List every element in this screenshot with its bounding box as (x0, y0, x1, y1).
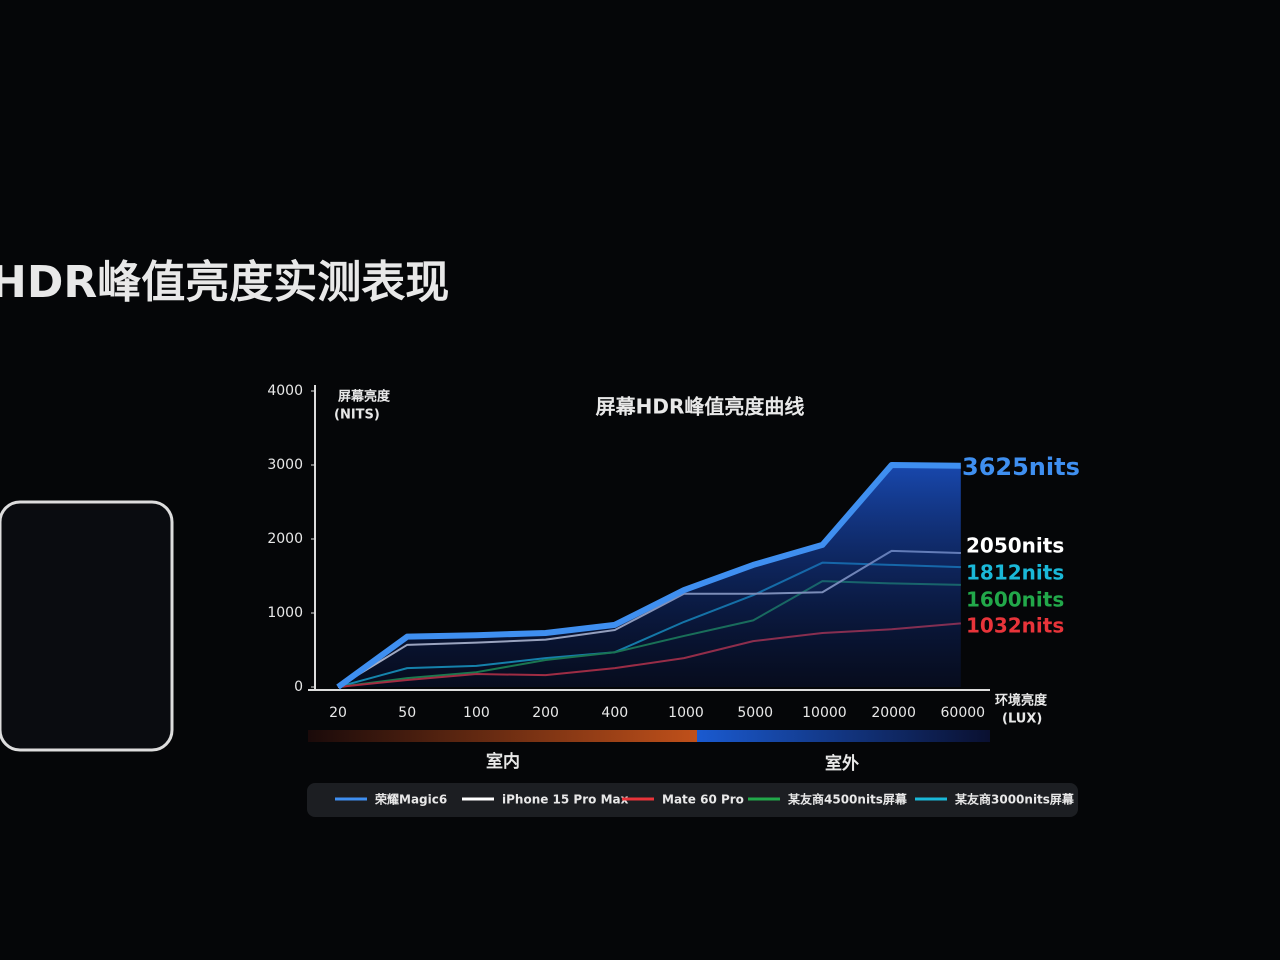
chart-title: 屏幕HDR峰值亮度曲线 (596, 395, 805, 419)
legend-label: 某友商4500nits屏幕 (788, 792, 908, 807)
x-axis-label: 环境亮度 (995, 693, 1048, 709)
y-tick-label: 4000 (267, 383, 303, 399)
x-tick-label: 200 (532, 705, 559, 721)
legend (307, 783, 1078, 817)
x-tick-label: 50 (398, 705, 416, 721)
x-tick-label: 400 (601, 705, 628, 721)
series-line (336, 462, 961, 690)
x-tick-label: 10000 (802, 705, 847, 721)
x-tick-label: 100 (463, 705, 490, 721)
x-axis-label: (LUX) (1002, 712, 1042, 727)
phone-image (0, 500, 174, 752)
y-tick-label: 3000 (267, 457, 303, 473)
y-axis-label: (NITS) (334, 408, 380, 423)
y-axis-label: 屏幕亮度 (338, 389, 391, 405)
legend-label: 某友商3000nits屏幕 (955, 792, 1075, 807)
region-label: 室内 (486, 751, 520, 772)
slide-title: HDR峰值亮度实测表现 (0, 257, 449, 308)
end-label: 1032nits (966, 614, 1064, 638)
x-tick-label: 20000 (871, 705, 916, 721)
end-label: 2050nits (966, 534, 1064, 558)
y-tick-label: 1000 (267, 605, 303, 621)
x-tick-label: 60000 (941, 705, 986, 721)
end-label: 3625nits (962, 453, 1080, 481)
legend-label: iPhone 15 Pro Max (502, 793, 629, 807)
region-label: 室外 (825, 753, 859, 774)
x-tick-label: 1000 (668, 705, 704, 721)
legend-label: 荣耀Magic6 (374, 792, 447, 807)
legend-label: Mate 60 Pro (662, 793, 744, 807)
indoor-band (308, 730, 697, 742)
y-tick-label: 0 (294, 679, 303, 695)
y-tick-label: 2000 (267, 531, 303, 547)
x-tick-label: 5000 (737, 705, 773, 721)
end-label: 1600nits (966, 588, 1064, 612)
outdoor-band (697, 730, 990, 742)
x-tick-label: 20 (329, 705, 347, 721)
end-label: 1812nits (966, 561, 1064, 585)
area (338, 465, 961, 687)
